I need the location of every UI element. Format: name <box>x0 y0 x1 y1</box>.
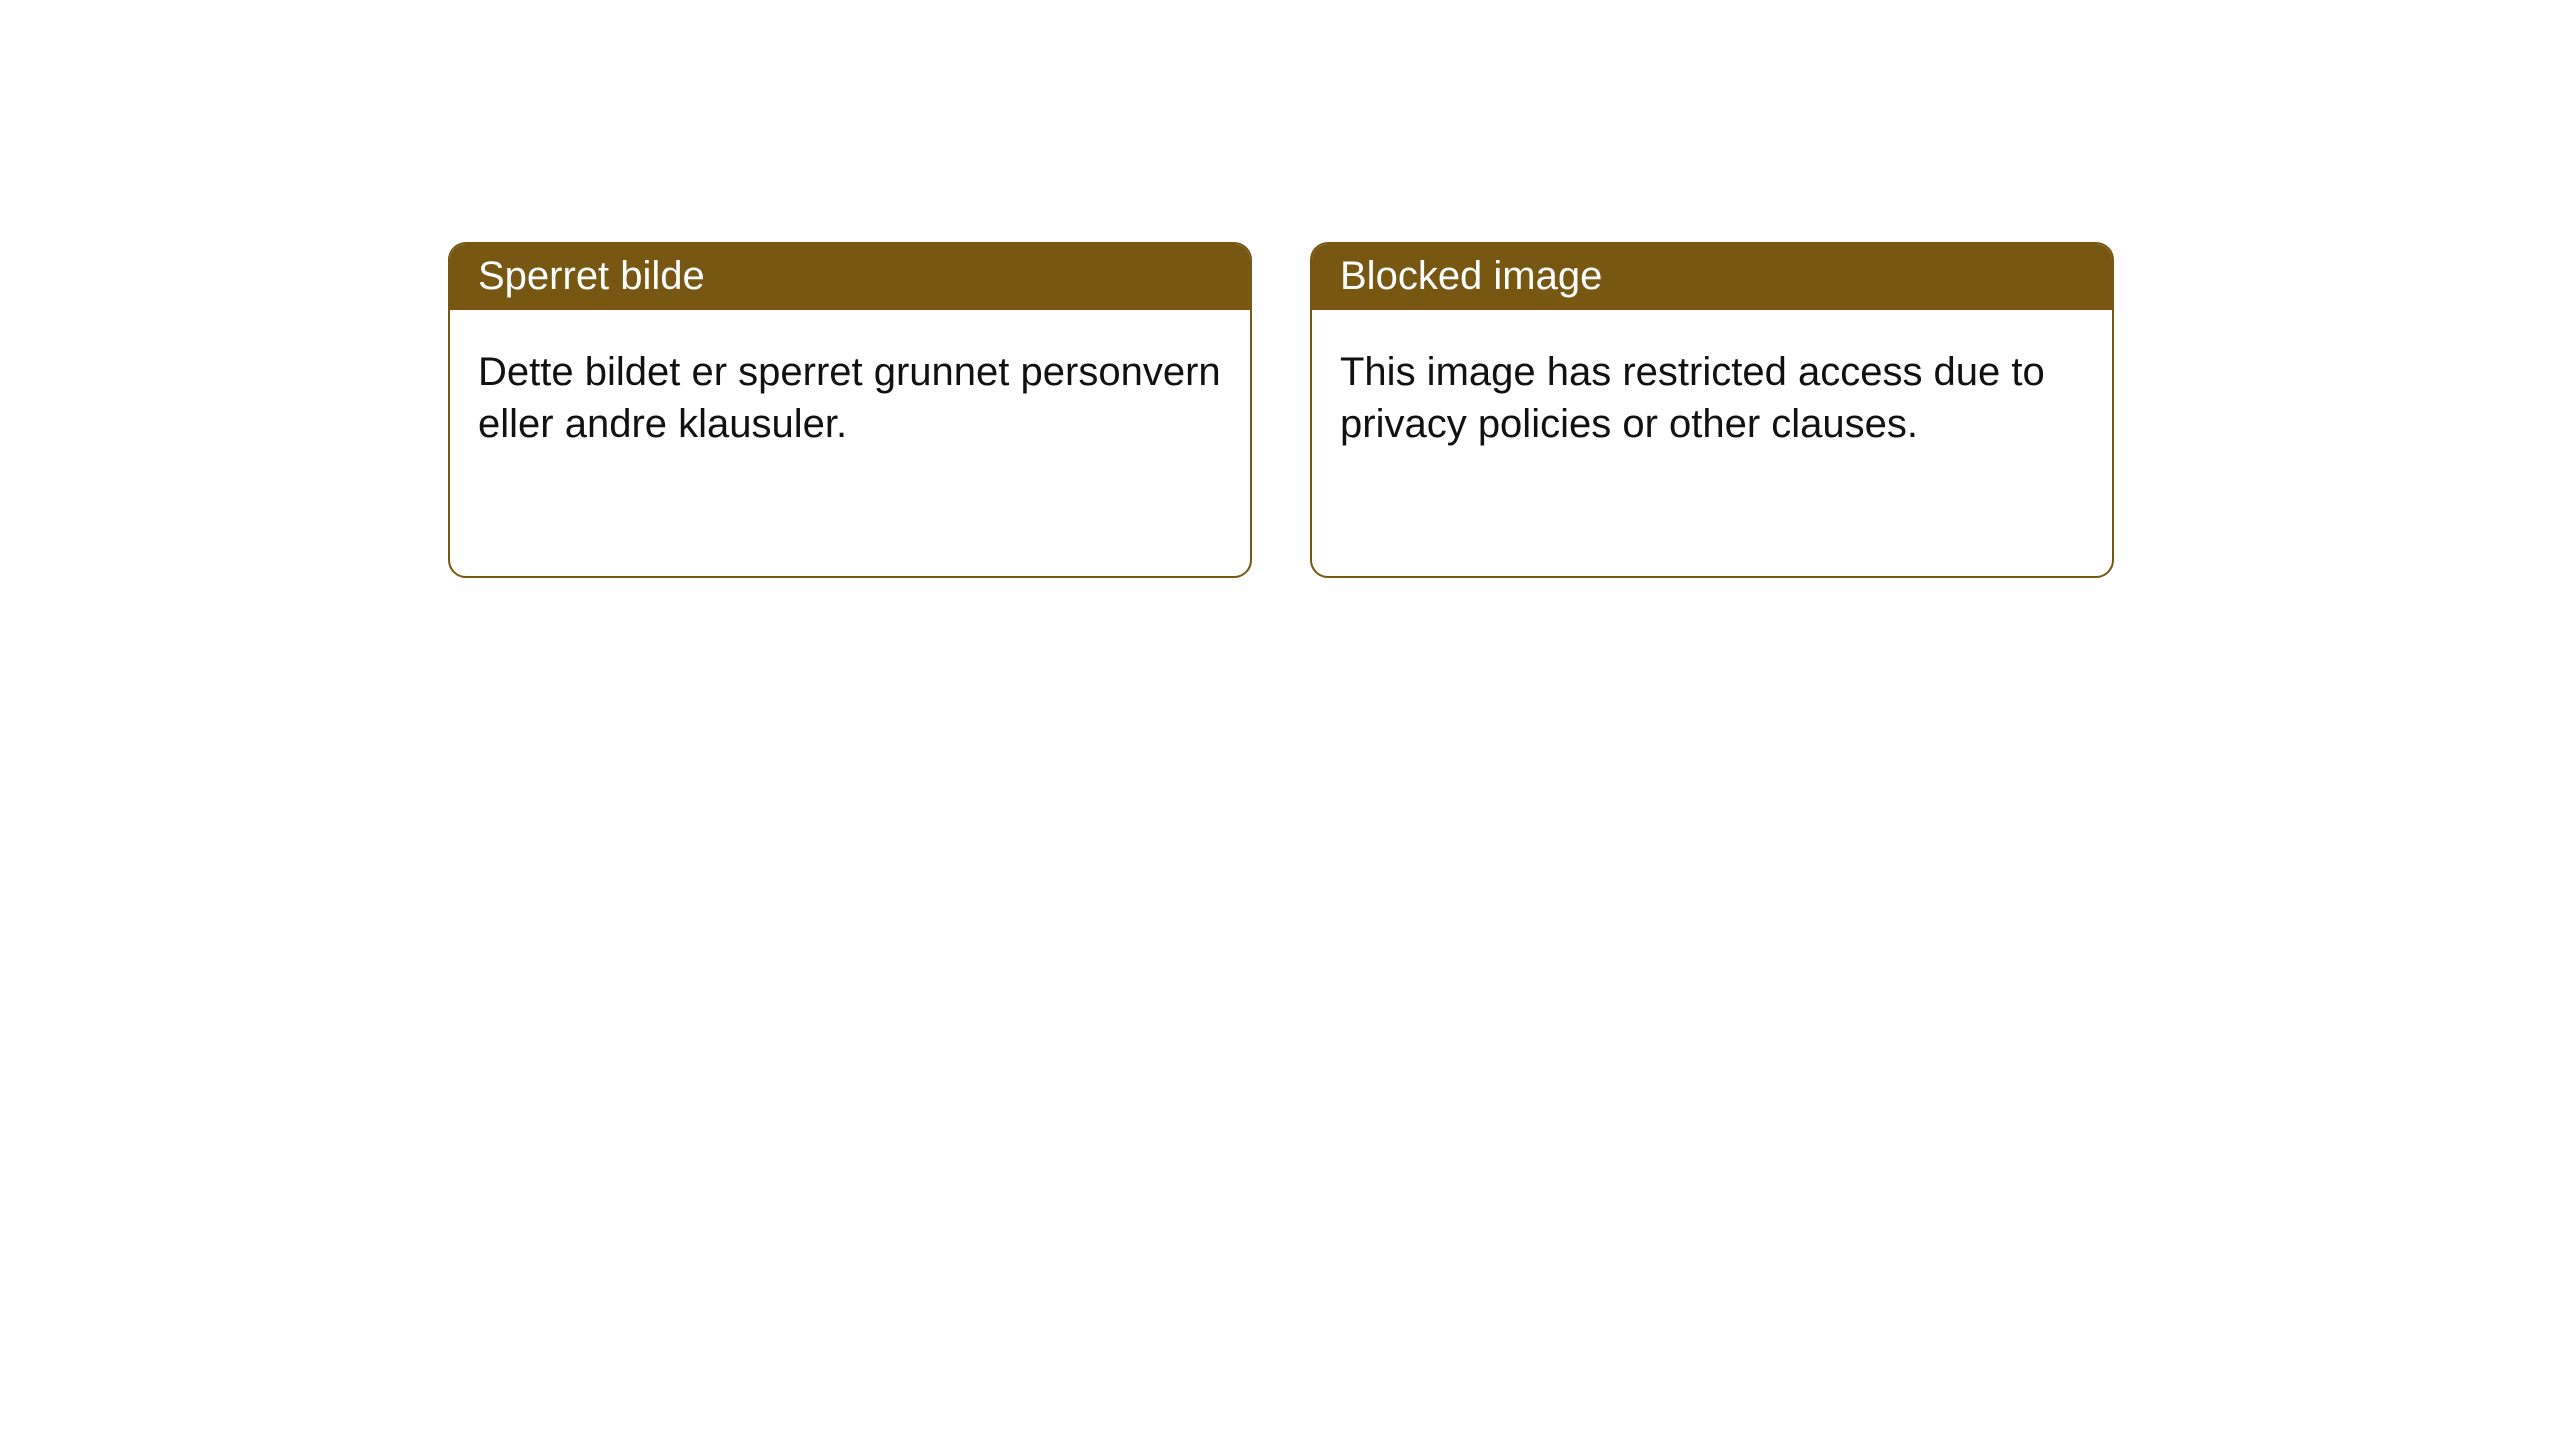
card-body-text: Dette bildet er sperret grunnet personve… <box>478 350 1221 446</box>
card-body: Dette bildet er sperret grunnet personve… <box>450 310 1250 478</box>
blocked-image-card-no: Sperret bilde Dette bildet er sperret gr… <box>448 242 1252 578</box>
card-header: Blocked image <box>1312 244 2112 310</box>
notice-cards-container: Sperret bilde Dette bildet er sperret gr… <box>0 0 2560 578</box>
card-body: This image has restricted access due to … <box>1312 310 2112 478</box>
card-title: Blocked image <box>1340 254 1602 298</box>
blocked-image-card-en: Blocked image This image has restricted … <box>1310 242 2114 578</box>
card-header: Sperret bilde <box>450 244 1250 310</box>
card-body-text: This image has restricted access due to … <box>1340 350 2045 446</box>
card-title: Sperret bilde <box>478 254 705 298</box>
